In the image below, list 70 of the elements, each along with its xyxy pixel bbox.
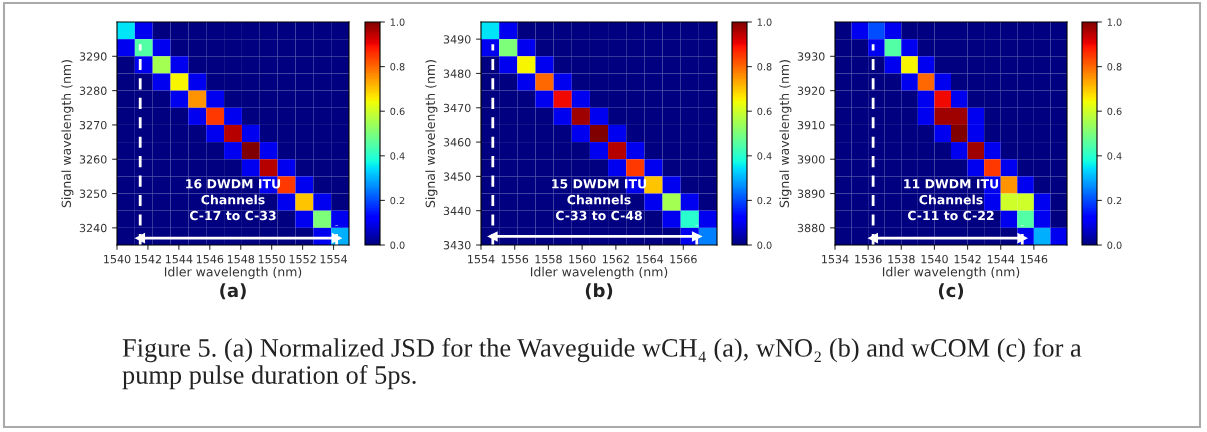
y-tick-label: 3270 [79,120,107,130]
y-tick-label: 3280 [79,86,107,95]
x-tick-label: 1542 [954,254,981,264]
y-tick-label: 3250 [79,189,107,198]
color-bar-label: 0.0 [757,241,772,249]
y-axis-title: Signal wavelength (nm) [779,60,792,208]
y-tick-label: 3900 [797,155,825,164]
x-tick-label: 1562 [602,254,629,264]
color-bar-label: 0.6 [1107,107,1122,116]
x-tick-label: 1536 [855,254,882,264]
color-bar-label: 0.6 [390,107,405,116]
y-tick-label: 3290 [79,52,107,61]
x-tick-label: 1538 [888,254,915,264]
y-tick-label: 3880 [797,223,825,233]
x-tick-label: 1558 [535,254,562,264]
y-tick-label: 3910 [797,120,825,130]
x-tick-label: 1550 [258,254,286,264]
text: (c) [938,283,964,300]
y-tick-label: 3470 [443,103,471,113]
color-bar-label: 1.0 [757,18,772,26]
color-bar-label: 0.2 [757,196,772,205]
x-tick-label: 1540 [921,254,948,264]
y-tick-label: 3460 [443,138,471,147]
x-tick-label: 1552 [289,254,316,264]
y-tick-label: 3430 [443,240,471,250]
color-bar-label: 0.4 [390,152,405,160]
color-bar-label: 1.0 [1107,18,1122,26]
color-bar-label: 0.8 [757,63,772,71]
x-axis-title: Idler wavelength (nm) [530,266,668,279]
x-tick-label: 1548 [227,254,255,264]
text: (a) [220,283,246,300]
y-tick-label: 3450 [443,172,471,181]
annotation: 11 DWDM ITU Channels C-11 to C-22 [904,179,999,221]
x-tick-label: 1546 [1020,254,1048,264]
color-bar-label: 0.0 [390,241,405,249]
color-bar-label: 0.2 [390,196,405,205]
x-tick-label: 1554 [320,255,348,264]
x-tick-label: 1554 [468,255,495,264]
y-tick-label: 3930 [797,52,825,61]
y-tick-label: 3260 [79,155,107,164]
x-tick-label: 1566 [670,254,697,264]
y-tick-label: 3490 [443,35,471,44]
x-tick-label: 1546 [196,254,224,264]
color-bar-label: 1.0 [390,18,405,26]
color-bar-label: 0.8 [390,63,405,71]
x-tick-label: 1540 [104,254,131,264]
y-axis-title: Signal wavelength (nm) [425,60,438,208]
x-tick-label: 1544 [165,255,193,264]
y-tick-label: 3480 [443,69,471,78]
x-tick-label: 1564 [636,254,664,264]
x-tick-label: 1544 [987,255,1015,264]
x-axis-title: Idler wavelength (nm) [164,266,302,279]
y-tick-label: 3920 [797,86,825,95]
x-tick-label: 1556 [501,254,529,264]
y-tick-label: 3440 [443,206,471,216]
x-tick-label: 1542 [135,254,161,264]
y-tick-label: 3890 [797,189,825,198]
color-bar-label: 0.6 [757,107,772,116]
x-tick-label: 1560 [569,254,596,264]
color-bar-label: 0.4 [757,152,772,160]
color-bar-label: 0.4 [1107,152,1122,160]
caption: Figure 5. (a) Normalized JSD for the Waveguide wCH₄ (a), wNO₂ (b) and wCOM (c) for a pump pulse duration of 5ps. [122,338,1082,390]
x-axis-title: Idler wavelength (nm) [882,266,1020,279]
x-tick-label: 1534 [822,254,849,264]
text: (b) [585,283,613,300]
color-bar-label: 0.8 [1107,63,1122,71]
color-bar-label: 0.0 [1107,241,1122,249]
y-axis-title: Signal wavelength (nm) [61,60,74,208]
color-bar-label: 0.2 [1107,196,1122,205]
y-tick-label: 3240 [79,223,107,233]
